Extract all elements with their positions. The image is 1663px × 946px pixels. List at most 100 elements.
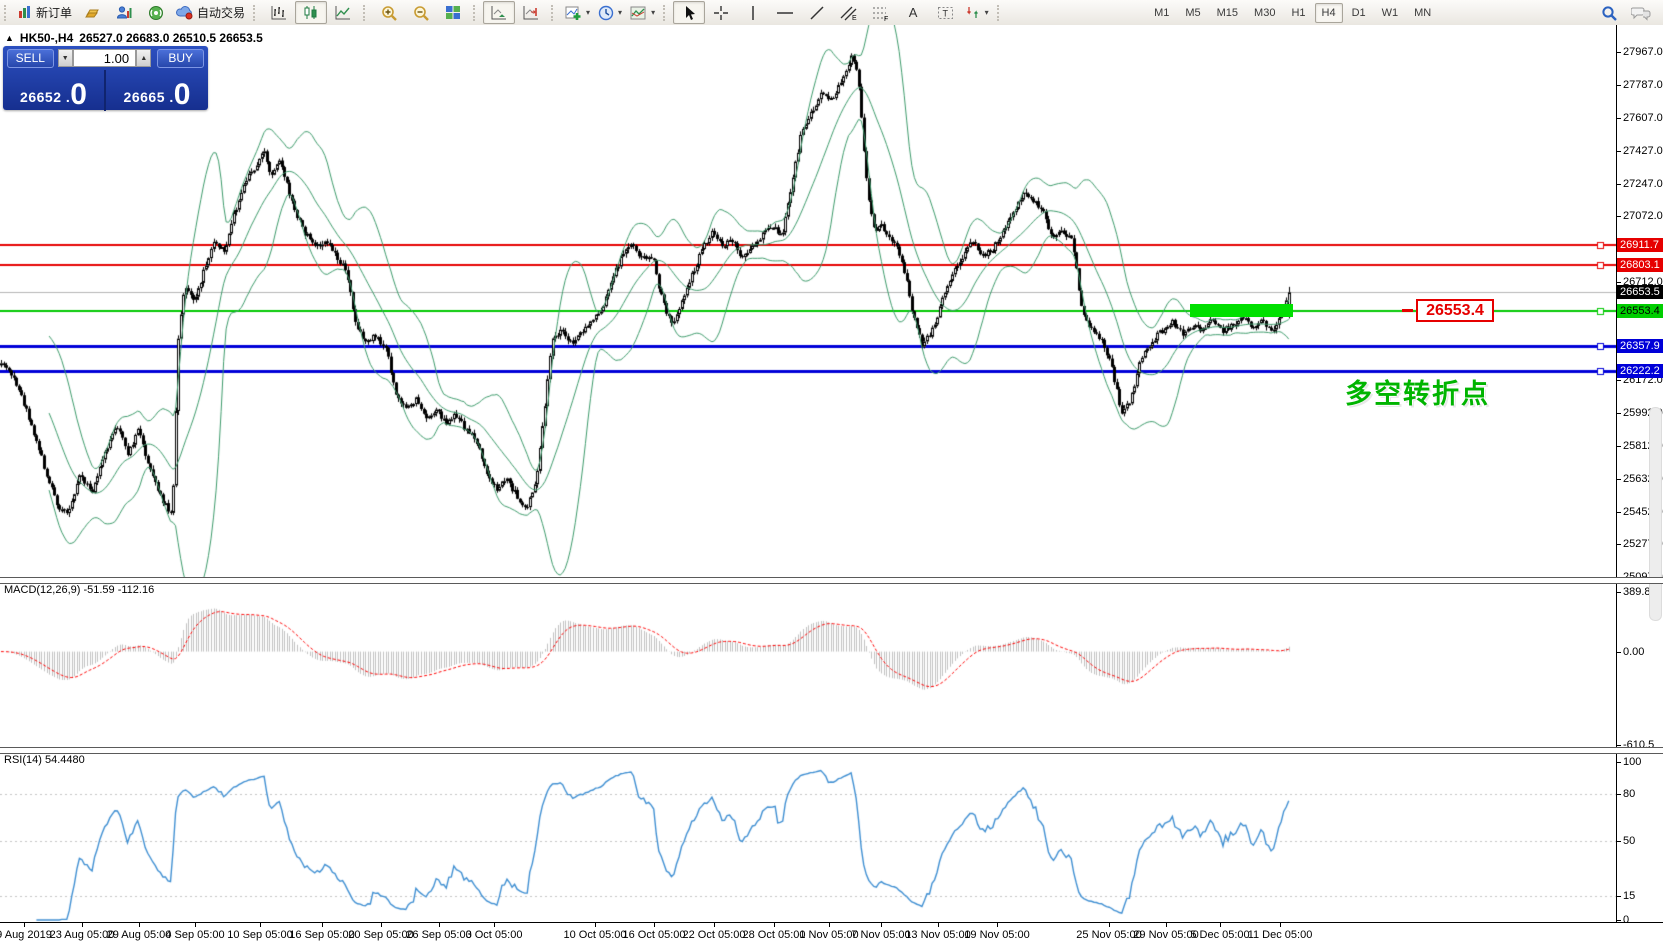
date-tick-label: 4 Sep 05:00 — [165, 929, 225, 941]
macd-canvas[interactable] — [0, 582, 1616, 747]
text-label-button[interactable]: T — [929, 1, 961, 24]
cursor-icon — [682, 5, 696, 21]
zoom-out-button[interactable] — [405, 1, 437, 24]
trendline-icon — [809, 5, 825, 21]
toolbar-grip — [997, 4, 1002, 21]
toolbar-grip — [473, 4, 478, 21]
crosshair-button[interactable] — [705, 1, 737, 24]
timeframe-H1[interactable]: H1 — [1291, 6, 1306, 19]
buy-price[interactable]: 26665 .0 — [106, 70, 208, 111]
buy-price-big-digit: 0 — [173, 78, 191, 111]
date-tick — [1280, 923, 1281, 927]
price-callout-label[interactable]: 26553.4 — [1416, 299, 1494, 322]
vertical-line-button[interactable] — [737, 1, 769, 24]
sell-button[interactable]: SELL — [7, 48, 54, 68]
arrows-button[interactable]: ▾ — [961, 1, 993, 24]
price-chart-canvas[interactable] — [0, 25, 1616, 578]
date-tick — [139, 923, 140, 927]
price-tick — [1616, 413, 1621, 414]
volume-decrease-button[interactable]: ▼ — [57, 49, 73, 67]
date-axis[interactable]: 9 Aug 2019 23 Aug 05:00 29 Aug 05:00 4 Sep … — [0, 922, 1663, 946]
text-button[interactable]: A — [897, 1, 929, 24]
timeframe-M5[interactable]: M5 — [1185, 6, 1201, 19]
price-tick-label: 27247.0 — [1623, 178, 1663, 190]
triangle-up-icon: ▲ — [140, 54, 148, 62]
date-tick — [439, 923, 440, 927]
bar-chart-button[interactable] — [263, 1, 295, 24]
date-tick-label: 10 Oct 05:00 — [563, 929, 627, 941]
timeframe-M15[interactable]: M15 — [1216, 6, 1239, 19]
buy-price-main: 26665 . — [123, 89, 174, 105]
timeframe-H4[interactable]: H4 — [1314, 2, 1343, 23]
chart-annotation-text[interactable]: 多空转折点 — [1345, 379, 1490, 409]
autotrading-button[interactable]: 自动交易 — [172, 1, 249, 24]
timeframe-MN[interactable]: MN — [1414, 6, 1432, 19]
buy-button[interactable]: BUY — [157, 48, 204, 68]
date-tick — [1220, 923, 1221, 927]
tile-windows-button[interactable] — [437, 1, 469, 24]
price-line-axis-label[interactable]: 26911.7 — [1617, 238, 1663, 252]
macd-tick-label: 389.89 — [1623, 586, 1657, 598]
zoom-out-icon — [413, 5, 430, 21]
macd-label: MACD(12,26,9) -51.59 -112.16 — [4, 584, 155, 596]
rsi-panel-separator[interactable] — [0, 747, 1663, 754]
rsi-canvas[interactable] — [0, 752, 1616, 922]
date-tick-label: 7 Nov 05:00 — [851, 929, 911, 941]
volume-input[interactable]: 1.00 — [72, 49, 137, 67]
macd-panel-separator[interactable] — [0, 577, 1663, 584]
date-tick — [881, 923, 882, 927]
timeframe-W1[interactable]: W1 — [1381, 6, 1399, 19]
channel-button[interactable]: E — [833, 1, 865, 24]
auto-scroll-button[interactable] — [483, 1, 516, 24]
date-tick — [322, 923, 323, 927]
zoom-in-button[interactable] — [373, 1, 405, 24]
price-tick — [1616, 380, 1621, 381]
candlestick-chart-button[interactable] — [295, 1, 328, 24]
auto-scroll-icon — [491, 5, 507, 20]
strategy-tester-button[interactable] — [140, 1, 172, 24]
trendline-button[interactable] — [801, 1, 833, 24]
date-tick-label: 3 Oct 05:00 — [465, 929, 523, 941]
horizontal-line-button[interactable] — [769, 1, 801, 24]
market-watch-button[interactable] — [76, 1, 108, 24]
chevron-down-icon: ▾ — [984, 8, 989, 17]
add-indicator-icon — [565, 5, 582, 21]
sell-price[interactable]: 26652 .0 — [3, 70, 106, 111]
price-tick-label: 27072.0 — [1623, 210, 1663, 222]
chevron-down-icon: ▾ — [618, 8, 623, 17]
scrollbar-thumb[interactable] — [1649, 407, 1662, 621]
sell-price-big-digit: 0 — [70, 78, 87, 111]
chat-button[interactable] — [1625, 1, 1657, 24]
add-indicator-button[interactable]: ▾ — [561, 1, 594, 24]
timeframe-M30[interactable]: M30 — [1254, 6, 1276, 19]
green-highlight-bar[interactable] — [1190, 304, 1293, 317]
search-button[interactable] — [1593, 1, 1625, 24]
collapse-triangle-icon[interactable]: ▲ — [5, 33, 14, 43]
price-tick — [1616, 118, 1621, 119]
cursor-button[interactable] — [673, 1, 706, 24]
toolbar-grip — [663, 4, 668, 21]
toolbar-grip — [4, 4, 9, 21]
timeframe-M1[interactable]: M1 — [1154, 6, 1170, 19]
rsi-tick — [1616, 896, 1621, 897]
price-line-axis-label[interactable]: 26553.4 — [1617, 304, 1663, 318]
price-line-axis-label[interactable]: 26357.9 — [1617, 339, 1663, 353]
price-line-axis-label[interactable]: 26222.2 — [1617, 364, 1663, 378]
price-tick — [1616, 512, 1621, 513]
chevron-down-icon: ▾ — [586, 8, 591, 17]
price-tick — [1616, 52, 1621, 53]
volume-increase-button[interactable]: ▲ — [136, 49, 152, 67]
fibonacci-button[interactable]: F — [865, 1, 897, 24]
periods-button[interactable]: ▾ — [594, 1, 626, 24]
templates-button[interactable]: ▾ — [626, 1, 659, 24]
chart-shift-button[interactable] — [515, 1, 547, 24]
data-window-button[interactable] — [108, 1, 140, 24]
price-line-axis-label[interactable]: 26803.1 — [1617, 258, 1663, 272]
new-order-button[interactable]: 新订单 — [14, 1, 76, 24]
price-tick-label: 27787.0 — [1623, 79, 1663, 91]
toolbar-grip — [363, 4, 368, 21]
timeframe-D1[interactable]: D1 — [1351, 6, 1366, 19]
line-chart-button[interactable] — [327, 1, 359, 24]
text-icon: A — [908, 5, 918, 20]
